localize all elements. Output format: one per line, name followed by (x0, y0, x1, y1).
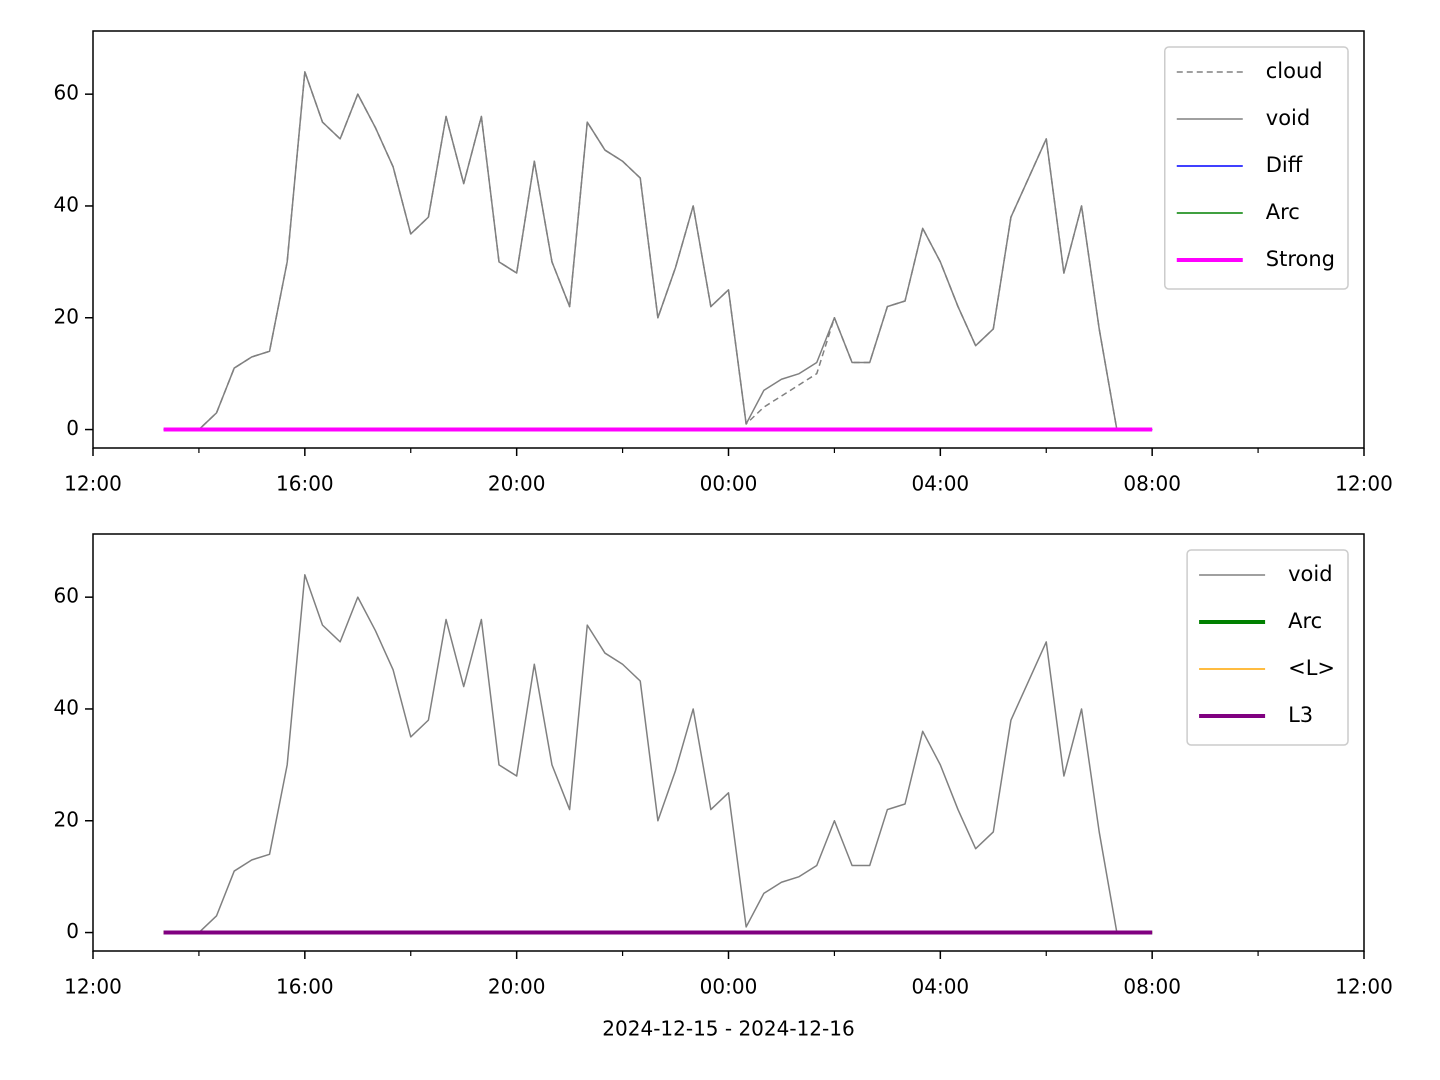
legend-box (1186, 549, 1349, 746)
y-tick-label: 20 (54, 807, 79, 831)
legend-label: void (1266, 106, 1310, 130)
axes-frame (92, 30, 1365, 449)
x-tick-label: 04:00 (912, 975, 970, 999)
legend-box (1164, 46, 1349, 290)
legend-label: Arc (1266, 200, 1300, 224)
x-tick-label: 12:00 (1335, 975, 1393, 999)
y-tick-label: 20 (54, 304, 79, 328)
legend-label: void (1288, 562, 1332, 586)
x-tick-label: 16:00 (276, 975, 334, 999)
x-tick-label: 08:00 (1123, 975, 1181, 999)
legend: void Arc <L> L3 (1186, 549, 1349, 746)
y-tick-label: 0 (66, 416, 79, 440)
x-axis-label: 2024-12-15 - 2024-12-16 (602, 1017, 854, 1041)
legend: cloud void Diff Arc Strong (1164, 46, 1349, 290)
legend-label: L3 (1288, 703, 1313, 727)
legend-label: Strong (1266, 247, 1335, 271)
legend-label: cloud (1266, 59, 1323, 83)
y-tick-label: 40 (54, 192, 79, 216)
x-tick-label: 12:00 (1335, 472, 1393, 496)
x-tick-label: 16:00 (276, 472, 334, 496)
legend-label: Diff (1266, 153, 1303, 177)
y-tick-label: 0 (66, 919, 79, 943)
x-tick-label: 08:00 (1123, 472, 1181, 496)
y-tick-label: 60 (54, 584, 79, 608)
x-tick-label: 20:00 (488, 472, 546, 496)
series-line (163, 71, 1153, 431)
series-line (163, 574, 1153, 934)
x-tick-label: 12:00 (64, 975, 122, 999)
x-tick-label: 00:00 (700, 975, 758, 999)
x-tick-label: 04:00 (912, 472, 970, 496)
legend-label: <L> (1288, 656, 1335, 680)
y-tick-label: 40 (54, 695, 79, 719)
y-tick-label: 60 (54, 81, 79, 105)
axes-frame (92, 533, 1365, 952)
legend-label: Arc (1288, 609, 1322, 633)
x-tick-label: 00:00 (700, 472, 758, 496)
x-tick-label: 12:00 (64, 472, 122, 496)
x-tick-label: 20:00 (488, 975, 546, 999)
